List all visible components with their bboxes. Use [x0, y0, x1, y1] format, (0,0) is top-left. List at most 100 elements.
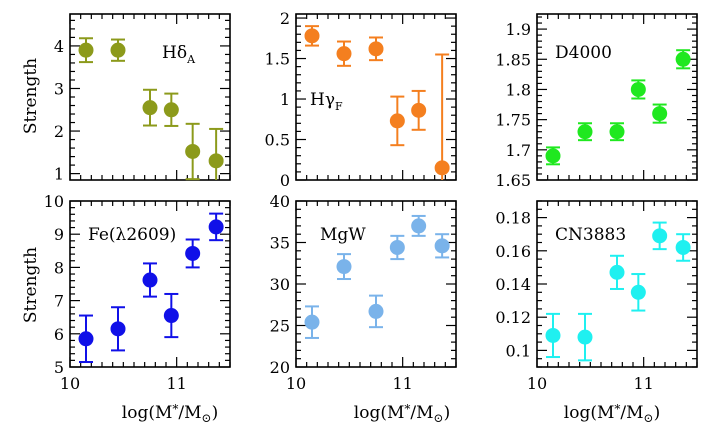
xlabel-part-sun: ⊙ [434, 411, 444, 425]
y-tick-label: 7 [54, 292, 64, 311]
data-marker [652, 228, 668, 244]
panel-5: 20 25 30 35 40 10 11 MgW [270, 192, 457, 393]
data-marker [411, 218, 427, 234]
y-tick-label: 40 [270, 192, 290, 211]
data-point [336, 253, 352, 281]
plot-frame [69, 200, 231, 368]
y-axis-label-bottom: Strength [21, 247, 41, 323]
xlabel-part-log: log(M [354, 403, 405, 423]
data-point [389, 95, 405, 147]
data-marker [652, 106, 668, 122]
data-point [411, 214, 427, 237]
y-tick-label: 2 [54, 122, 64, 141]
data-point [434, 53, 450, 180]
y-tick-label: 1 [280, 90, 290, 109]
y-tick-label: 30 [270, 275, 290, 294]
data-marker [163, 308, 179, 324]
xlabel-part-slash: /M [178, 403, 201, 423]
data-marker [609, 124, 625, 140]
data-point [208, 212, 224, 242]
data-marker [142, 272, 158, 288]
xlabel-part-slash: /M [620, 403, 643, 423]
data-point [142, 262, 158, 298]
panel-6: 0.1 0.12 0.14 0.16 0.18 10 11 CN3883 [495, 200, 698, 393]
y-tick-label: 25 [270, 317, 290, 336]
data-marker [304, 314, 320, 330]
data-marker [675, 239, 691, 255]
data-marker [577, 124, 593, 140]
svg-text:log(M*/M⊙): log(M*/M⊙) [564, 402, 660, 425]
data-marker [389, 239, 405, 255]
panel-title: MgW [320, 225, 366, 245]
y-tick-label: 0.5 [265, 131, 290, 150]
panel-4: 5 6 7 8 9 10 10 11 Fe(λ2609) [44, 192, 231, 393]
xlabel-part-star: * [404, 402, 410, 416]
data-marker [336, 259, 352, 275]
data-point [675, 49, 691, 70]
plot-frame [536, 13, 698, 181]
xlabel-part-star: * [172, 402, 178, 416]
data-point [163, 92, 179, 127]
x-axis-label-2: log(M*/M⊙) [354, 402, 450, 425]
data-marker [609, 264, 625, 280]
data-point [545, 146, 561, 166]
y-tick-label: 0.12 [495, 308, 531, 327]
data-point [411, 89, 427, 131]
y-tick-label: 3 [54, 79, 64, 98]
y-tick-label: 1.85 [495, 50, 531, 69]
data-point [630, 273, 646, 312]
data-marker [78, 331, 94, 347]
data-point [110, 38, 126, 62]
y-tick-label: 5 [54, 358, 64, 377]
data-point [304, 305, 320, 339]
data-marker [304, 28, 320, 44]
y-tick-label: 8 [54, 258, 64, 277]
y-tick-label: 0.16 [495, 242, 531, 261]
x-tick-label: 10 [527, 374, 547, 393]
y-axis-label-top: Strength [21, 58, 41, 134]
data-marker [545, 327, 561, 343]
data-marker [142, 100, 158, 116]
plot-frame [295, 13, 457, 181]
panel-title-main: D4000 [555, 43, 612, 63]
x-tick-label: 11 [392, 374, 412, 393]
data-point [630, 79, 646, 100]
panel-title-subscript: F [335, 100, 343, 113]
data-point [78, 37, 94, 64]
data-marker [368, 41, 384, 57]
panel-title-subscript: A [186, 53, 196, 66]
data-point [652, 103, 668, 124]
xlabel-part-log: log(M [564, 403, 615, 423]
data-point [336, 40, 352, 67]
panel-title: Fe(λ2609) [88, 225, 176, 245]
xlabel-part-log: log(M [122, 403, 173, 423]
x-tick-label: 10 [60, 374, 80, 393]
data-marker [389, 113, 405, 129]
x-tick-label: 11 [166, 374, 186, 393]
panel-title-main: Fe(λ2609) [88, 225, 176, 245]
data-point [208, 127, 224, 180]
y-tick-label: 0.18 [495, 209, 531, 228]
y-tick-label: 10 [44, 192, 64, 211]
y-tick-label: 1.65 [495, 171, 531, 190]
x-axis-label-3: log(M*/M⊙) [564, 402, 660, 425]
data-marker [630, 81, 646, 97]
data-point [389, 234, 405, 261]
data-point [163, 292, 179, 339]
panel-2: 0 0.5 1 1.5 2 HγF [265, 9, 457, 190]
data-marker [368, 303, 384, 319]
y-tick-label: 4 [54, 37, 64, 56]
panel-title-main: Hγ [310, 90, 335, 110]
y-tick-label: 1.8 [506, 80, 531, 99]
data-marker [208, 219, 224, 235]
y-tick-label: 1.7 [506, 141, 531, 160]
panel-title-main: Hδ [162, 43, 187, 63]
y-tick-label: 1.5 [265, 50, 290, 69]
data-marker [185, 245, 201, 261]
panel-title: HδA [162, 43, 196, 66]
data-point [675, 233, 691, 262]
data-marker [208, 153, 224, 169]
y-tick-label: 1 [54, 165, 64, 184]
y-tick-label: 20 [270, 358, 290, 377]
data-marker [110, 321, 126, 337]
